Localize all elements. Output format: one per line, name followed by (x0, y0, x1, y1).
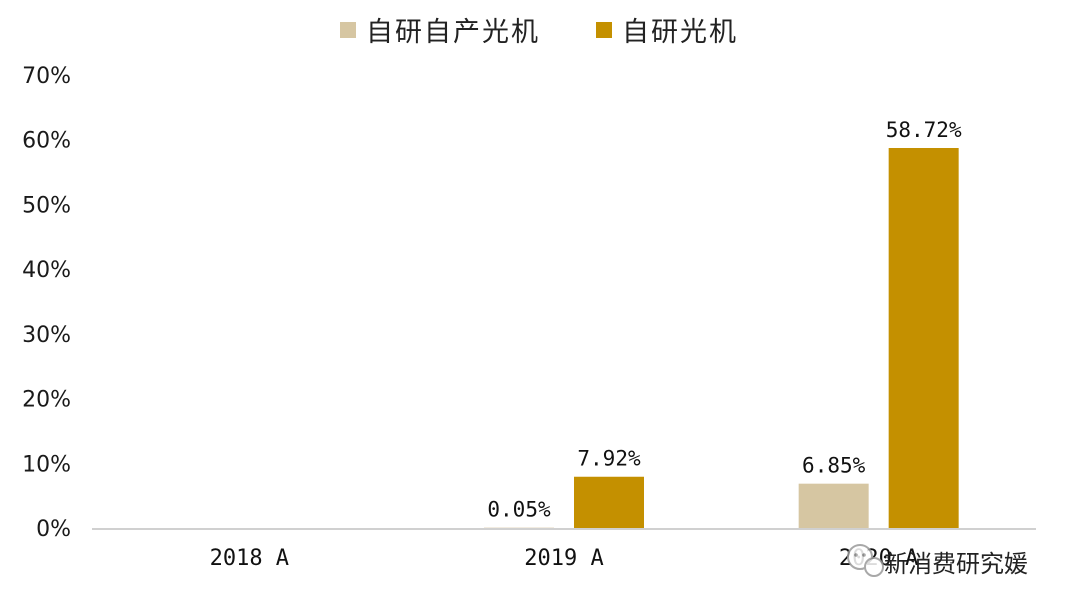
y-tick-label: 40% (22, 258, 71, 283)
watermark: 新消费研究媛 (847, 544, 1028, 578)
bar (888, 147, 959, 528)
y-tick-label: 20% (22, 388, 71, 413)
bar (798, 483, 869, 528)
bars (484, 147, 959, 528)
x-tick-label: 2018 A (210, 546, 289, 571)
bar (574, 476, 644, 528)
legend-swatch-self-developed (596, 22, 612, 38)
data-label: 58.72% (886, 118, 962, 142)
y-tick-label: 50% (22, 193, 71, 218)
y-tick-label: 0% (36, 517, 71, 542)
data-label: 7.92% (577, 447, 641, 471)
legend: 自研自产光机 自研光机 (340, 17, 738, 48)
y-tick-label: 10% (22, 452, 71, 477)
x-tick-label: 2019 A (524, 546, 603, 571)
y-tick-label: 70% (22, 64, 71, 89)
watermark-text: 新消费研究媛 (884, 550, 1028, 578)
y-tick-label: 30% (22, 323, 71, 348)
data-label: 6.85% (802, 454, 866, 478)
legend-label-self-developed: 自研光机 (622, 17, 738, 48)
data-labels: 0.05% 7.92% 6.85% 58.72% (487, 118, 962, 522)
legend-label-self-produced: 自研自产光机 (366, 17, 540, 48)
legend-swatch-self-produced (340, 22, 356, 38)
y-axis: 0% 10% 20% 30% 40% 50% 60% 70% (22, 64, 71, 542)
wechat-icon (847, 544, 884, 577)
y-tick-label: 60% (22, 129, 71, 154)
data-label: 0.05% (487, 498, 551, 522)
